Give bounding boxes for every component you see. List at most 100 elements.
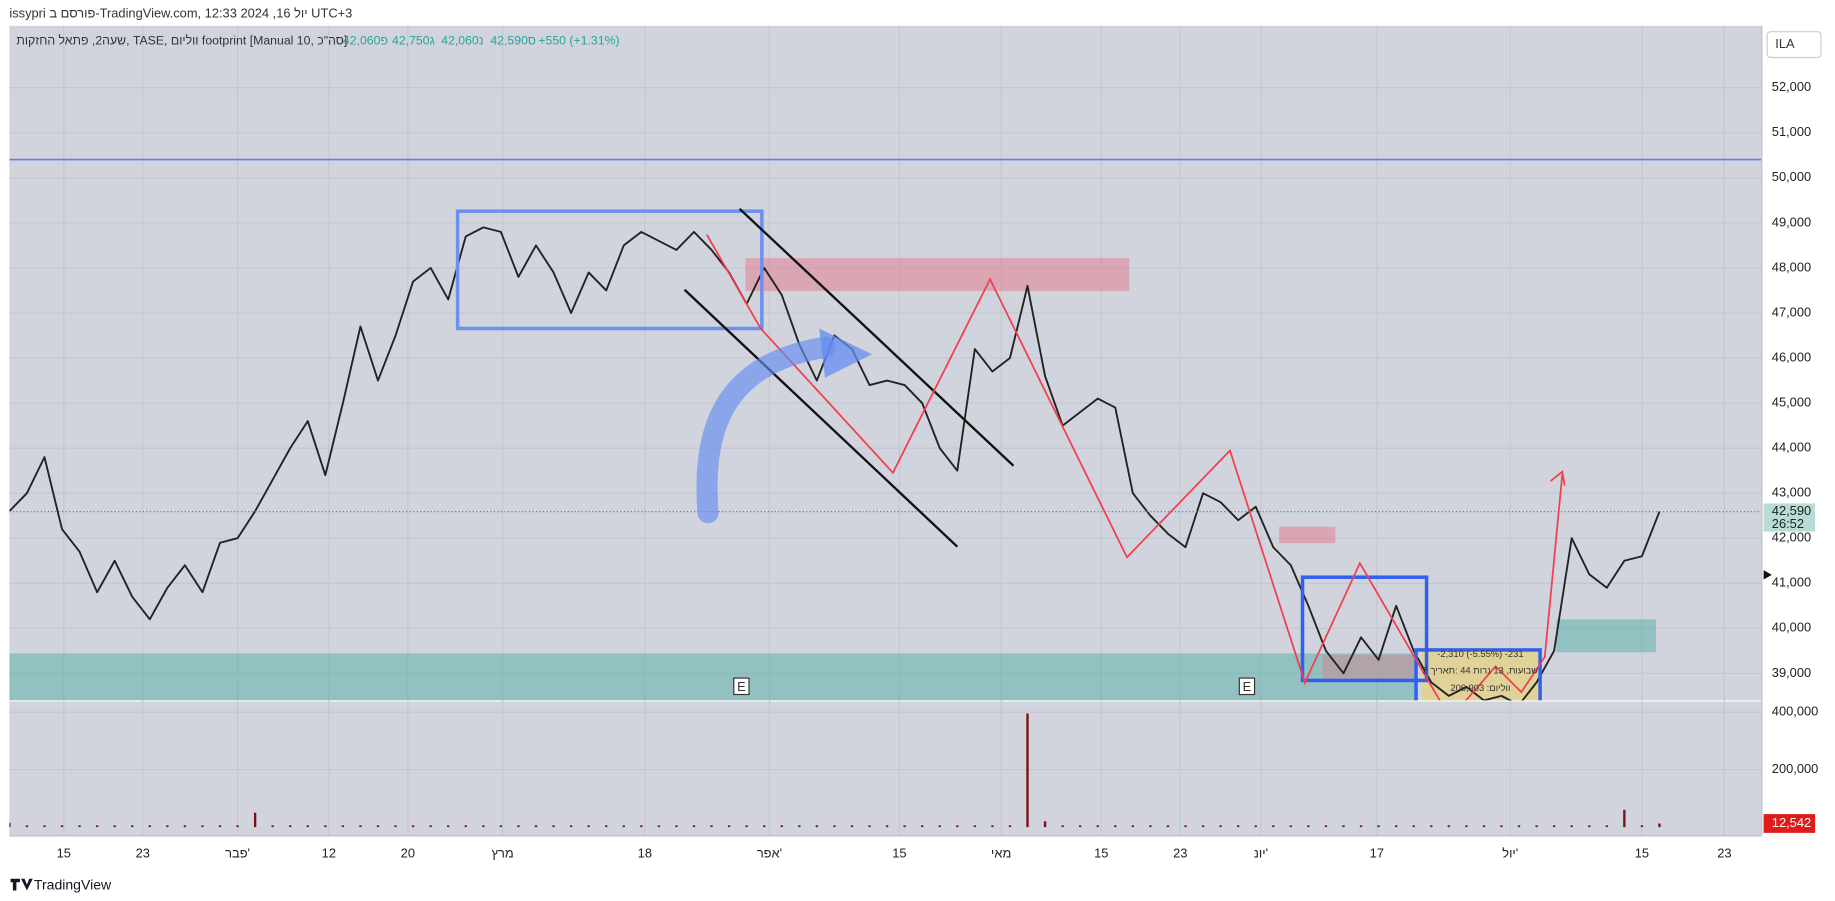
logo [10,878,33,891]
info-text: 2 שבועות, 13 נרות 44 :תאריך [1423,666,1539,676]
volume-bar [1149,825,1152,828]
zigzag [1464,473,1564,701]
volume-bar [1640,825,1644,828]
x-tick-label: 12 [322,845,336,860]
y-tick-label: 47,000 [1772,304,1811,319]
volume-bar [745,825,748,828]
volume-bar [499,825,503,828]
volume-bar [517,825,520,828]
event-marker [1238,677,1256,696]
x-tick-label: 15 [892,845,906,860]
volume-bar [1482,825,1486,828]
volume-bar [640,825,643,828]
legend-symbol: שעה2, פתאל החזקות, TASE, ווליום footprin… [16,33,347,47]
volume-bar [710,825,713,828]
volume-bar [675,825,678,828]
x-tick-label: 23 [136,845,150,860]
volume-bar [938,825,941,828]
volume-bar [131,825,134,828]
resistance-zone [1279,526,1336,544]
volume-bar [622,825,625,828]
volume-bar [833,825,836,828]
volume-bar [1008,825,1012,828]
countdown-label: 26:52 [1772,516,1804,531]
volume-bar [692,825,696,828]
info-text: -2,310 (-5.55%) -231 [1437,649,1523,659]
volume-bar [183,825,187,828]
volume-bar [1605,825,1608,828]
volume-bar [605,825,608,828]
legend-close: ס42,590 [490,33,536,47]
support-zone [1556,619,1656,653]
volume-bar [1517,825,1521,828]
range-box [455,209,764,331]
volume-bar [166,825,169,828]
volume-bar [973,825,977,828]
volume-bar [657,825,661,828]
legend-low: נ42,060 [441,33,483,47]
price-layer [9,226,1762,701]
arrow-head [1550,469,1566,486]
drawings-top: E E -2,310 (-5.55%) -231 2 שבועות, 13 נר… [455,207,1566,701]
y-tick-label: 43,000 [1772,485,1811,500]
volume-bar [218,825,222,828]
y-tick-label: 52,000 [1772,79,1811,94]
volume-bar [780,825,783,828]
y-tick-label: 51,000 [1772,124,1811,139]
header-title: issypri פורסם ב-TradingView.com, יול 16,… [9,5,352,20]
volume-bar [1535,825,1538,828]
footer-brand: TradingView [34,876,112,892]
volume-bar [341,825,345,828]
volume-bar [95,825,99,828]
volume-bar [1324,825,1328,828]
volume-bar [1236,825,1240,828]
volume-bar [359,825,362,828]
volume-bar [1623,809,1626,828]
x-tick-label: 18 [638,845,652,860]
y-tick-label: 50,000 [1772,169,1811,184]
volume-bar [1131,825,1135,828]
channel-line [738,207,1015,467]
volume-bar [798,825,801,828]
volume-bar [1043,821,1047,828]
currency-button[interactable] [1766,31,1822,59]
legend-high: ג42,750 [392,33,435,47]
x-tick-label: יונ' [1254,845,1268,860]
last-price-label: 42,590 [1772,503,1811,518]
volume-bar [1307,825,1310,828]
volume-bar [1061,825,1064,828]
volume-bar [253,812,257,828]
volume-bar [1552,825,1556,828]
volume-bar [306,825,309,828]
volume-bar [1078,825,1082,828]
event-label: E [1243,679,1252,694]
y2-tick-label: 400,000 [1772,704,1818,719]
volume-bar [78,825,81,828]
volume-bar [1412,825,1415,828]
drawings [9,158,1762,701]
y-tick-label: 48,000 [1772,259,1811,274]
legend-change: +550 (+1.31%) [538,33,619,47]
plot-area [9,25,1762,836]
volume-bar [60,825,64,828]
price-line [9,226,1661,701]
volume-bar [569,825,573,828]
volume-bar [552,825,555,828]
volume-bar [1289,825,1292,828]
x-tick-label: פבר' [225,845,250,860]
volume-bar [1096,825,1099,828]
volume-bar [1500,825,1503,828]
y-tick-label: 40,000 [1772,620,1811,635]
currency-button-label[interactable]: ILA [1775,36,1795,51]
volume-bar [1430,825,1433,828]
axes: 52,000 51,000 50,000 49,000 48,000 47,000 46,0… [57,79,1819,860]
volume-bar [289,825,292,828]
volume-bar [956,825,959,828]
volume-bar [43,825,46,828]
arrow-head [819,328,872,378]
last-volume-box [1763,814,1816,833]
x-tick-label: מרץ [492,845,514,860]
volume-bar [1026,713,1029,828]
volume-bar [1114,825,1117,828]
